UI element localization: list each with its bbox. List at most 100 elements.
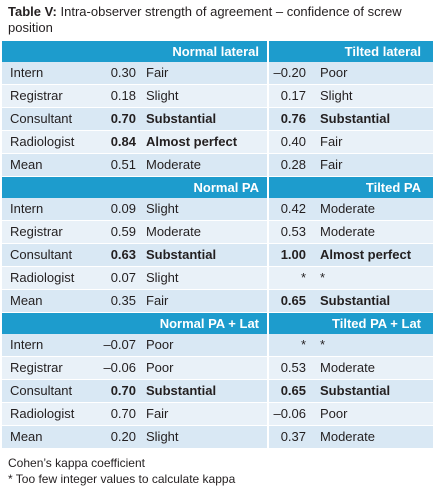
kappa-value-right: 0.53	[268, 356, 321, 380]
header-spacer	[2, 176, 92, 198]
table-row: Intern –0.07 Poor * *	[2, 334, 434, 357]
table-row: Intern 0.09 Slight 0.42 Moderate	[2, 198, 434, 221]
agreement-left: Fair	[146, 402, 270, 426]
caption-label: Table V:	[8, 4, 57, 19]
header-right: Tilted PA	[268, 176, 434, 198]
row-label: Consultant	[2, 379, 92, 403]
section-header: Normal PA Tilted PA	[2, 176, 434, 198]
table-row: Consultant 0.70 Substantial 0.76 Substantial	[2, 107, 434, 131]
agreement-right: Substantial	[320, 289, 434, 313]
footnote-kappa: Cohen’s kappa coefficient	[8, 456, 145, 470]
kappa-value-left: –0.07	[92, 334, 146, 357]
kappa-value-left: 0.30	[92, 62, 146, 85]
kappa-value-right: –0.20	[268, 62, 321, 85]
table-row: Consultant 0.70 Substantial 0.65 Substantial	[2, 379, 434, 403]
header-right: Tilted lateral	[268, 41, 434, 62]
kappa-value-left: 0.70	[92, 379, 146, 403]
kappa-value-right: 0.76	[268, 107, 321, 131]
kappa-value-right: 0.40	[268, 130, 321, 154]
table-row: Registrar 0.59 Moderate 0.53 Moderate	[2, 220, 434, 244]
section-header: Normal lateral Tilted lateral	[2, 41, 434, 62]
header-left: Normal PA + Lat	[92, 312, 270, 334]
kappa-table: Normal lateral Tilted lateral Intern 0.30 Fa…	[2, 41, 434, 449]
table-row: Mean 0.35 Fair 0.65 Substantial	[2, 289, 434, 313]
agreement-left: Slight	[146, 425, 270, 449]
kappa-value-left: 0.70	[92, 402, 146, 426]
agreement-left: Fair	[146, 62, 270, 85]
table-row: Mean 0.51 Moderate 0.28 Fair	[2, 153, 434, 177]
agreement-left: Slight	[146, 198, 270, 221]
agreement-left: Substantial	[146, 107, 270, 131]
agreement-left: Moderate	[146, 153, 270, 177]
kappa-value-right: 0.28	[268, 153, 321, 177]
agreement-left: Almost perfect	[146, 130, 270, 154]
table-caption: Table V: Intra-observer strength of agre…	[8, 4, 428, 36]
kappa-value-left: 0.59	[92, 220, 146, 244]
agreement-left: Moderate	[146, 220, 270, 244]
agreement-right: Fair	[320, 153, 434, 177]
kappa-value-left: 0.84	[92, 130, 146, 154]
kappa-value-right: *	[268, 266, 321, 290]
kappa-value-right: –0.06	[268, 402, 321, 426]
kappa-value-right: 0.53	[268, 220, 321, 244]
header-spacer	[2, 41, 92, 62]
agreement-right: Moderate	[320, 425, 434, 449]
row-label: Mean	[2, 289, 92, 313]
agreement-right: Poor	[320, 402, 434, 426]
agreement-right: Fair	[320, 130, 434, 154]
kappa-value-left: –0.06	[92, 356, 146, 380]
header-right: Tilted PA + Lat	[268, 312, 434, 334]
agreement-right: Substantial	[320, 379, 434, 403]
table-row: Consultant 0.63 Substantial 1.00 Almost perf…	[2, 243, 434, 267]
kappa-value-right: 1.00	[268, 243, 321, 267]
kappa-value-left: 0.20	[92, 425, 146, 449]
kappa-value-right: 0.65	[268, 379, 321, 403]
agreement-right: Slight	[320, 84, 434, 108]
row-label: Consultant	[2, 243, 92, 267]
agreement-right: *	[320, 266, 434, 290]
agreement-right: *	[320, 334, 434, 357]
row-label: Mean	[2, 425, 92, 449]
agreement-left: Substantial	[146, 243, 270, 267]
kappa-value-left: 0.35	[92, 289, 146, 313]
row-label: Radiologist	[2, 130, 92, 154]
row-label: Registrar	[2, 220, 92, 244]
kappa-value-left: 0.70	[92, 107, 146, 131]
agreement-left: Slight	[146, 84, 270, 108]
agreement-left: Slight	[146, 266, 270, 290]
agreement-left: Poor	[146, 356, 270, 380]
footnote-asterisk: * Too few integer values to calculate ka…	[8, 472, 236, 486]
caption-text: Intra-observer strength of agreement – c…	[8, 4, 402, 35]
header-left: Normal lateral	[92, 41, 270, 62]
row-label: Radiologist	[2, 266, 92, 290]
kappa-value-left: 0.07	[92, 266, 146, 290]
kappa-value-left: 0.18	[92, 84, 146, 108]
kappa-value-right: 0.37	[268, 425, 321, 449]
row-label: Intern	[2, 334, 92, 357]
kappa-value-right: 0.17	[268, 84, 321, 108]
row-label: Mean	[2, 153, 92, 177]
table-row: Radiologist 0.70 Fair –0.06 Poor	[2, 402, 434, 426]
kappa-value-left: 0.09	[92, 198, 146, 221]
agreement-right: Moderate	[320, 356, 434, 380]
header-left: Normal PA	[92, 176, 270, 198]
agreement-right: Moderate	[320, 198, 434, 221]
kappa-value-right: *	[268, 334, 321, 357]
kappa-value-left: 0.63	[92, 243, 146, 267]
agreement-left: Substantial	[146, 379, 270, 403]
row-label: Radiologist	[2, 402, 92, 426]
table-row: Intern 0.30 Fair –0.20 Poor	[2, 62, 434, 85]
table-row: Mean 0.20 Slight 0.37 Moderate	[2, 425, 434, 449]
row-label: Intern	[2, 198, 92, 221]
table-row: Radiologist 0.07 Slight * *	[2, 266, 434, 290]
kappa-value-right: 0.65	[268, 289, 321, 313]
agreement-left: Poor	[146, 334, 270, 357]
kappa-value-left: 0.51	[92, 153, 146, 177]
section-header: Normal PA + Lat Tilted PA + Lat	[2, 312, 434, 334]
agreement-right: Moderate	[320, 220, 434, 244]
table-row: Registrar 0.18 Slight 0.17 Slight	[2, 84, 434, 108]
agreement-right: Almost perfect	[320, 243, 434, 267]
kappa-value-right: 0.42	[268, 198, 321, 221]
agreement-right: Substantial	[320, 107, 434, 131]
